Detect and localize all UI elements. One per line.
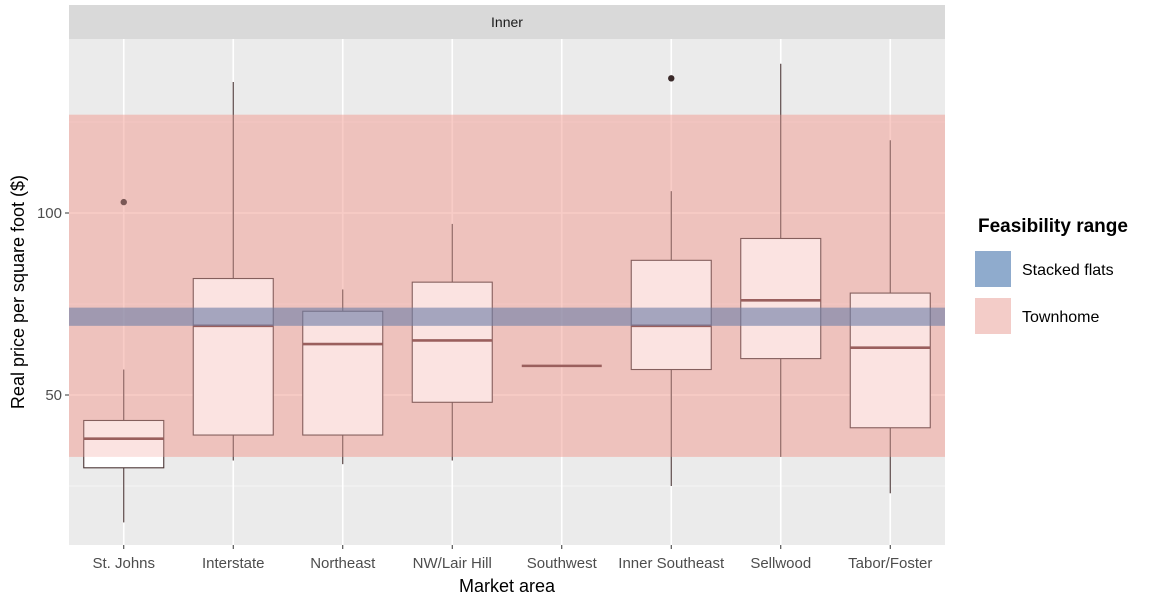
legend-title: Feasibility range — [978, 216, 1128, 237]
legend-label-townhome: Townhome — [1022, 309, 1099, 326]
stacked-flats-range — [69, 307, 945, 326]
outlier-point — [120, 198, 127, 206]
boxes — [69, 63, 945, 523]
x-tick-label: Sellwood — [750, 555, 811, 572]
box-iqr — [192, 277, 274, 436]
x-tick-label: Northeast — [310, 555, 376, 572]
facet-strip-label: Inner — [491, 14, 523, 30]
townhome-range-overlay — [69, 114, 945, 457]
box-iqr — [302, 310, 384, 436]
x-axis-title: Market area — [459, 576, 556, 596]
box-iqr — [83, 419, 165, 469]
box-iqr — [740, 237, 822, 360]
x-tick-label: NW/Lair Hill — [413, 555, 492, 572]
x-axis-ticks: St. Johns Interstate Northeast NW/Lair Hill… — [92, 545, 932, 572]
facet-strip — [69, 5, 945, 39]
y-axis-ticks: 50 100 — [37, 205, 69, 404]
y-axis-title: Real price per square foot ($) — [8, 175, 28, 409]
x-tick-label: Inner Southeast — [618, 555, 725, 572]
legend-key-stacked-flats — [975, 251, 1011, 287]
outlier-point — [668, 75, 675, 82]
legend-key-townhome — [975, 298, 1011, 334]
x-tick-label: Southwest — [527, 555, 598, 572]
legend-label-stacked-flats: Stacked flats — [1022, 262, 1114, 279]
x-tick-label: Interstate — [202, 555, 265, 572]
y-tick-label: 50 — [45, 387, 62, 404]
x-tick-label: Tabor/Foster — [848, 555, 932, 572]
legend: Feasibility range Stacked flats Townhome — [975, 216, 1128, 334]
x-tick-label: St. Johns — [92, 555, 155, 572]
box-iqr — [411, 281, 493, 403]
y-tick-label: 100 — [37, 205, 62, 222]
